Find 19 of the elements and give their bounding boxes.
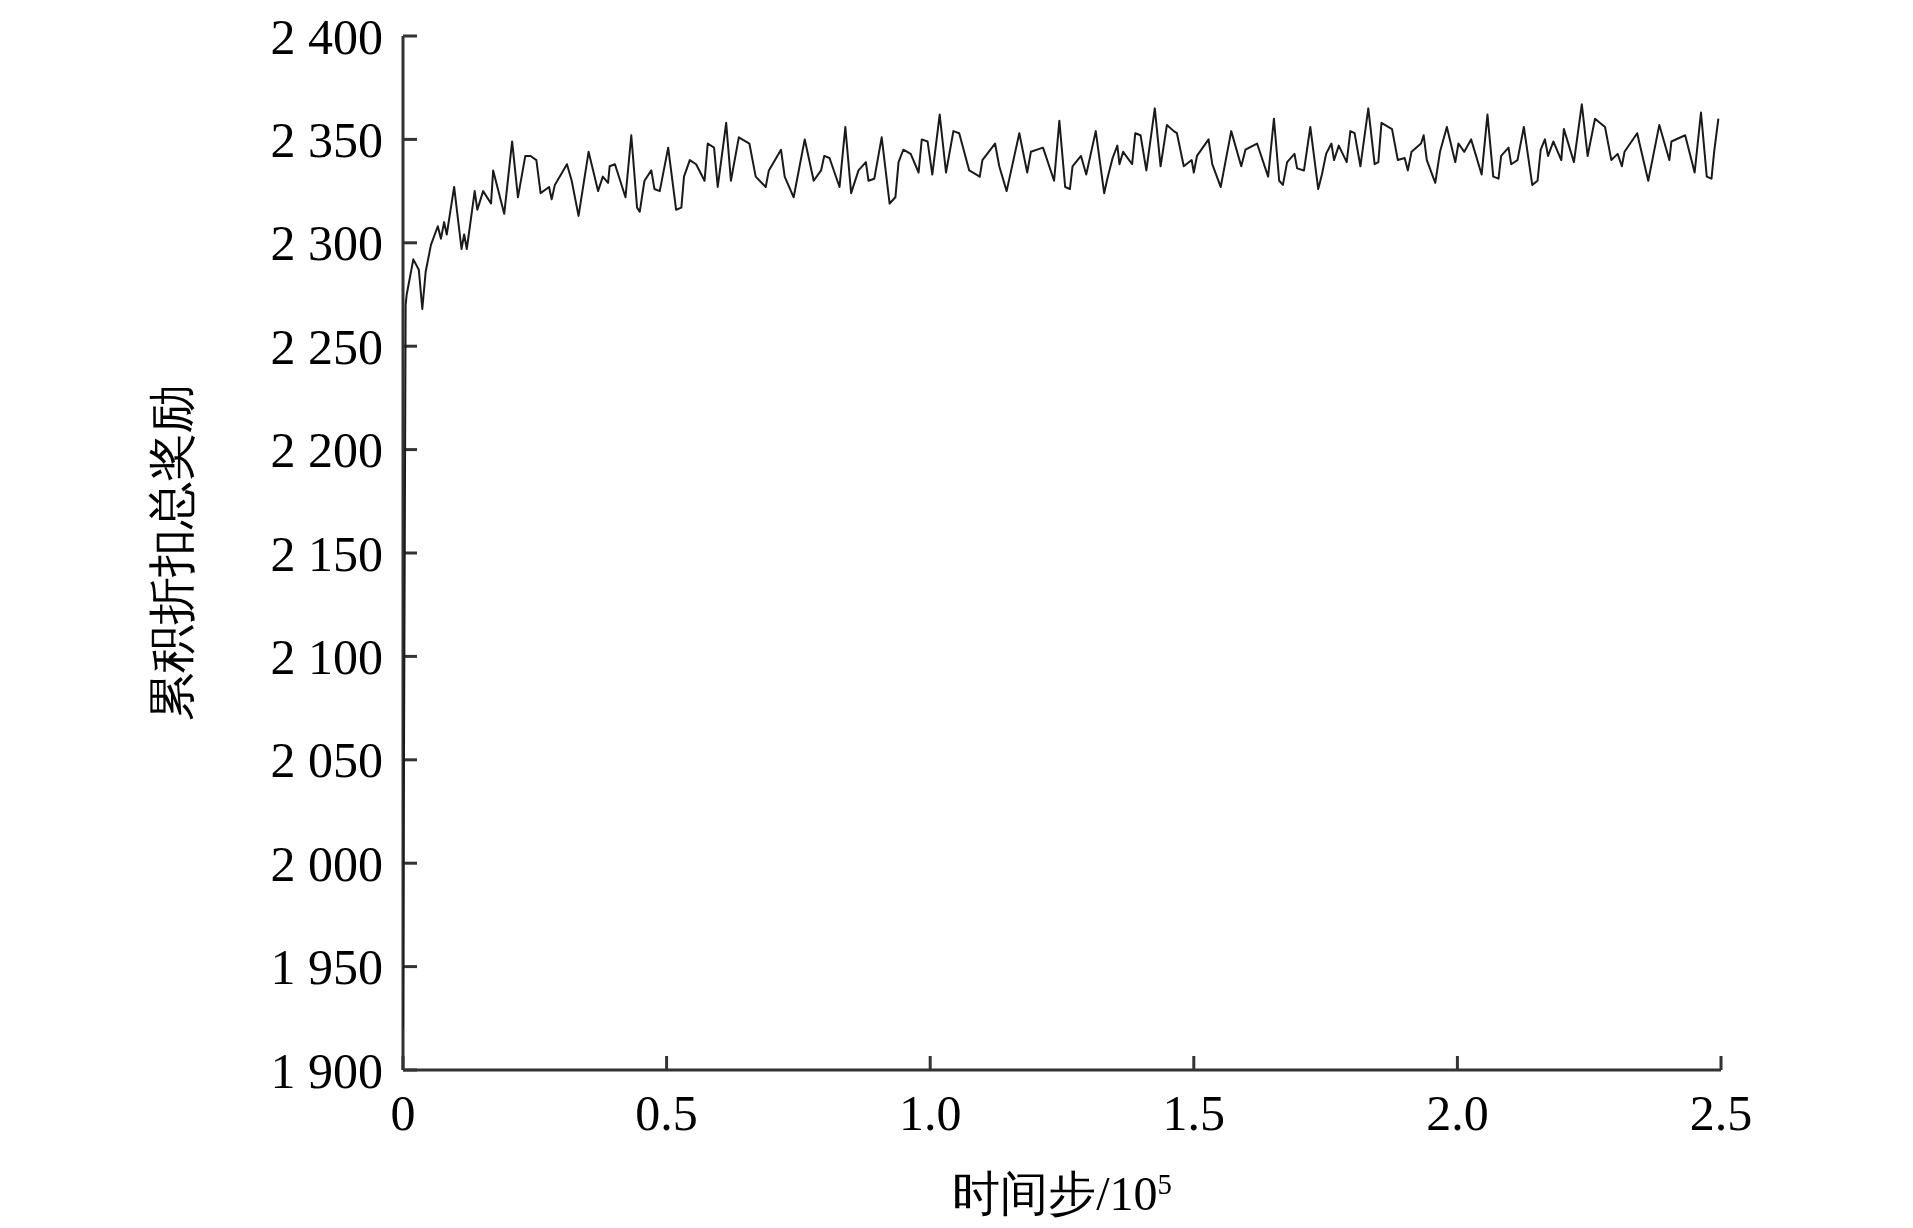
x-tick-label: 0 xyxy=(390,1085,416,1141)
x-tick-label: 2.0 xyxy=(1426,1085,1489,1141)
y-axis-title: 累积折扣总奖励 xyxy=(145,385,198,721)
y-tick-label: 2 250 xyxy=(270,318,383,375)
y-tick-label: 2 000 xyxy=(270,835,383,892)
y-tick-label: 2 400 xyxy=(270,8,383,65)
y-tick-label: 2 350 xyxy=(270,111,383,168)
x-tick-label: 0.5 xyxy=(635,1085,698,1141)
y-tick-label: 1 900 xyxy=(270,1042,383,1099)
y-tick-label: 2 050 xyxy=(270,732,383,789)
x-tick-label: 1.5 xyxy=(1162,1085,1226,1141)
y-tick-label: 2 150 xyxy=(270,525,383,582)
y-tick-label: 1 950 xyxy=(270,939,383,996)
x-tick-label: 1.0 xyxy=(898,1085,962,1141)
y-tick-label: 2 100 xyxy=(270,628,383,685)
y-tick-label: 2 200 xyxy=(270,422,383,479)
y-tick-label: 2 300 xyxy=(270,215,383,272)
x-tick-label: 2.5 xyxy=(1689,1085,1753,1141)
x-axis-title: 时间步/10$^{5}$ xyxy=(952,1167,1172,1220)
